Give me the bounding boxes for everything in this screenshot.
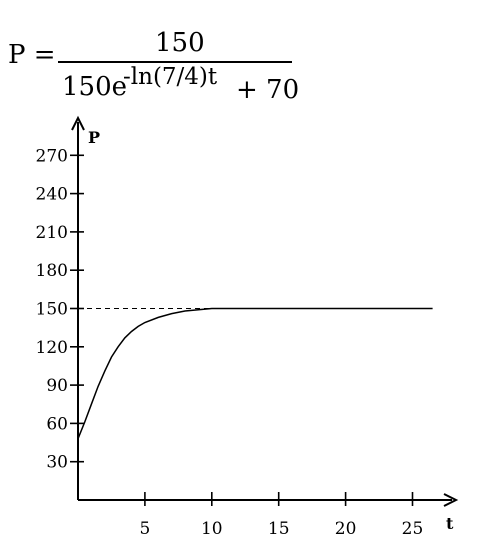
logistic-curve	[77, 307, 433, 439]
y-axis-label: P	[88, 128, 100, 147]
axes: tP	[71, 115, 459, 533]
y-tick-label: 210	[36, 223, 68, 243]
formula-numerator: 150	[155, 28, 205, 58]
y-tick-label: 240	[36, 185, 68, 205]
marks	[77, 307, 433, 439]
x-axis-arrow-icon	[443, 493, 459, 507]
fraction-bar	[58, 61, 292, 63]
x-tick-label: 20	[335, 519, 357, 539]
x-tick-label: 15	[268, 519, 290, 539]
y-tick-label: 60	[46, 414, 68, 434]
x-tick-label: 10	[201, 519, 223, 539]
formula-denominator-base: 150e	[62, 72, 128, 102]
x-tick-label: 25	[402, 519, 424, 539]
y-tick-label: 30	[46, 453, 68, 473]
x-tick-label: 5	[139, 519, 150, 539]
formula: P = 150 150e -ln(7/4)t + 70	[0, 0, 490, 110]
y-tick-label: 180	[36, 261, 68, 281]
y-tick-label: 120	[36, 338, 68, 358]
ticks: 5 10 15 20 25 30 60 90 120 150 180 210 240 270	[36, 146, 424, 539]
y-tick-label: 270	[36, 146, 68, 166]
x-axis-label: t	[446, 514, 454, 533]
y-tick-label: 90	[46, 376, 68, 396]
y-axis-arrow-icon	[71, 115, 85, 131]
y-tick-label: 150	[36, 299, 68, 319]
formula-denominator-tail: + 70	[236, 75, 300, 105]
formula-exponent: -ln(7/4)t	[123, 64, 218, 90]
formula-lhs: P =	[8, 40, 56, 70]
